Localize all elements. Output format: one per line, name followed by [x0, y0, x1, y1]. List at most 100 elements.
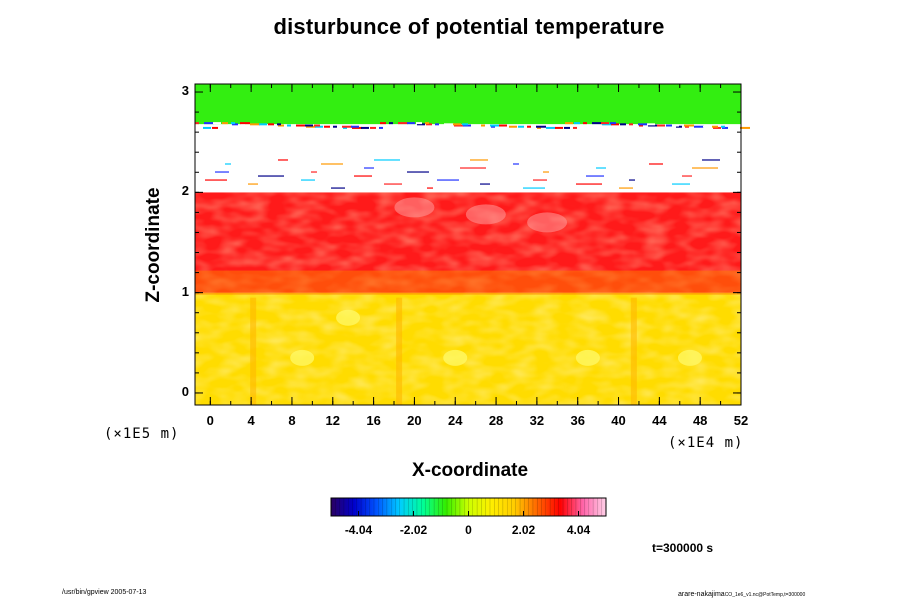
noise-strip [195, 122, 199, 125]
noise-strip [463, 124, 471, 127]
x-tick-label: 24 [448, 413, 463, 428]
noise-strip [537, 126, 541, 129]
colorbar-tick-label: 0 [465, 523, 472, 537]
scatter-dash [258, 175, 284, 177]
y-tick-label: 0 [181, 383, 189, 399]
noise-strip [574, 122, 580, 125]
chart-title: disturbunce of potential temperature [273, 14, 665, 39]
noise-strip [546, 126, 556, 129]
scatter-dash [364, 167, 374, 169]
pink-patch [394, 197, 435, 218]
pink-patch [465, 204, 506, 225]
colorbar-tick-label: 2.02 [511, 523, 536, 537]
scatter-dash [576, 183, 602, 185]
scatter-dash [523, 187, 545, 189]
pink-patch [527, 212, 568, 233]
scatter-dash [692, 167, 718, 169]
x-tick-label: 44 [652, 413, 667, 428]
noise-strip [694, 125, 704, 128]
noise-strip [610, 122, 616, 125]
scatter-dash [195, 187, 201, 189]
footer-right: arare-nakajimaCO_1e6_v1.nc@PotTemp,t=300… [678, 591, 805, 598]
scatter-dash [321, 163, 343, 165]
scatter-dash [649, 163, 663, 165]
noise-strip [426, 123, 432, 126]
scatter-dash [533, 179, 547, 181]
scatter-dash [331, 187, 345, 189]
noise-strip [361, 126, 369, 129]
colorbar-tick-label: -2.02 [399, 523, 428, 537]
yellow-texture [195, 292, 741, 405]
noise-strip [564, 126, 570, 129]
scatter-dash [672, 183, 690, 185]
orange-transition [195, 270, 741, 295]
x-tick-label: 8 [288, 413, 296, 428]
noise-strip [509, 125, 517, 128]
x-tick-label: 48 [692, 413, 708, 428]
light-spot [575, 349, 600, 366]
noise-strip [500, 125, 510, 128]
noise-strip [231, 122, 235, 125]
noise-strip [740, 126, 750, 129]
plot-frame [194, 83, 742, 406]
noise-strip [648, 124, 658, 127]
scatter-dash [480, 183, 490, 185]
noise-strip [536, 125, 546, 128]
heatmap-band [195, 124, 741, 193]
scatter-dash [248, 183, 258, 185]
y-scale-label: (×1E5 m) [104, 426, 180, 442]
scatter-dash [639, 171, 661, 173]
noise-strip [721, 125, 725, 128]
noise-strip [269, 124, 277, 127]
x-tick-label: 28 [488, 413, 504, 428]
light-spot [443, 349, 468, 366]
noise-strip [481, 124, 485, 127]
scatter-dash [268, 167, 286, 169]
noise-strip [491, 125, 495, 128]
noise-strip [305, 124, 313, 127]
scatter-dash [311, 171, 317, 173]
noise-strip [250, 123, 260, 126]
noise-strip [685, 125, 689, 128]
noise-strip [389, 122, 393, 125]
footer-left: /usr/bin/gpview 2005-07-13 [62, 589, 147, 596]
noise-strip [388, 126, 398, 129]
noise-strip [343, 126, 347, 129]
plume-column [630, 297, 637, 405]
scatter-dash [374, 159, 400, 161]
noise-strip [592, 122, 602, 125]
scatter-dash [427, 187, 433, 189]
noise-strip [490, 124, 500, 127]
light-spot [336, 309, 361, 326]
noise-strip [232, 123, 238, 126]
noise-strip [204, 122, 214, 125]
footer-right-main: arare-nakajima [678, 591, 725, 598]
scatter-dash [278, 159, 288, 161]
colorbar-tick-label: -4.04 [344, 523, 373, 537]
noise-strip [657, 124, 665, 127]
noise-strip [722, 126, 728, 129]
noise-strip [342, 125, 352, 128]
noise-strip [212, 126, 218, 129]
noise-strip [675, 124, 679, 127]
x-tick-label: 4 [247, 413, 255, 428]
x-tick-label: 16 [366, 413, 381, 428]
scatter-dash [407, 171, 429, 173]
noise-strip [620, 123, 626, 126]
scatter-dash [215, 171, 229, 173]
noise-strip [453, 123, 461, 126]
noise-strip [454, 124, 464, 127]
noise-strip [676, 125, 682, 128]
scatter-dash [702, 159, 720, 161]
noise-strip [324, 125, 330, 128]
scatter-dash [596, 167, 606, 169]
noise-strip [241, 123, 245, 126]
noise-strip [666, 124, 672, 127]
plume-column [396, 297, 403, 405]
x-scale-label: (×1E4 m) [668, 435, 744, 451]
noise-strip [351, 125, 359, 128]
noise-strip [222, 122, 228, 125]
scatter-dash [682, 175, 692, 177]
y-tick-label: 1 [181, 283, 189, 299]
